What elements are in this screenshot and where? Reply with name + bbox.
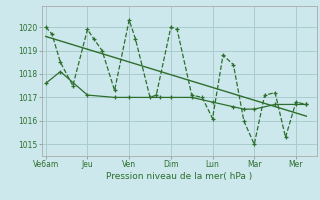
X-axis label: Pression niveau de la mer( hPa ): Pression niveau de la mer( hPa )	[106, 172, 252, 181]
